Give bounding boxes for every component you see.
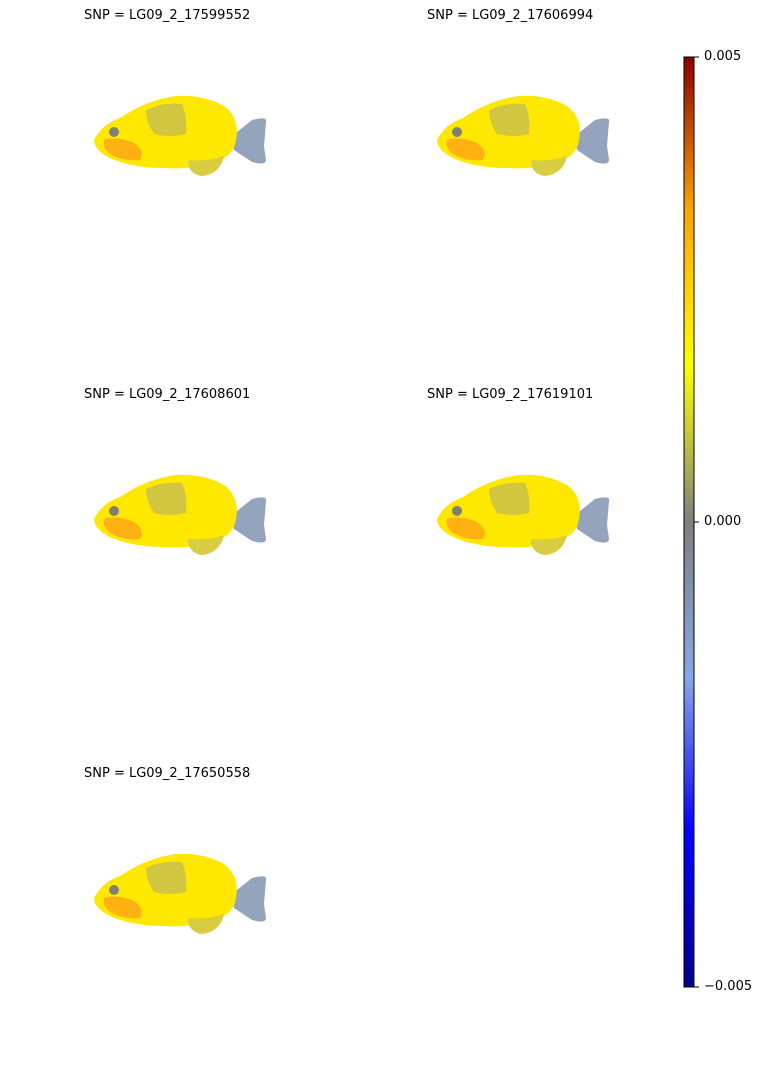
fish-eye: [109, 506, 119, 516]
colorbar: [683, 56, 699, 988]
fish-tail: [232, 497, 267, 543]
fish-dorsal-patch: [146, 103, 187, 136]
fish-panel: SNP = LG09_2_17606994: [427, 8, 727, 308]
colorbar-tick-label: −0.005: [704, 979, 753, 994]
fish-eye: [109, 127, 119, 137]
fish-cheek: [446, 138, 485, 161]
fish-eye: [109, 885, 119, 895]
panel-title: SNP = LG09_2_17650558: [84, 766, 251, 781]
fish-anal-fin: [531, 535, 567, 555]
fish-panel: SNP = LG09_2_17608601: [84, 387, 384, 687]
panel-title: SNP = LG09_2_17608601: [84, 387, 251, 402]
fish-panel: SNP = LG09_2_17599552: [84, 8, 384, 308]
panel-title: SNP = LG09_2_17599552: [84, 8, 251, 23]
fish-tail: [232, 118, 267, 164]
fish-tail: [575, 497, 610, 543]
fish-cheek: [446, 517, 485, 540]
fish-eye: [452, 506, 462, 516]
fish-panel: SNP = LG09_2_17619101: [427, 387, 727, 687]
fish-tail: [575, 118, 610, 164]
colorbar-gradient: [683, 56, 695, 988]
colorbar-tick-label: 0.005: [704, 49, 742, 64]
panel-title: SNP = LG09_2_17619101: [427, 387, 594, 402]
panel-title: SNP = LG09_2_17606994: [427, 8, 594, 23]
fish-dorsal-patch: [489, 482, 530, 515]
fish-eye: [452, 127, 462, 137]
fish-anal-fin: [188, 156, 224, 176]
fish-dorsal-patch: [146, 861, 187, 894]
fish-heatmap: [437, 474, 610, 555]
fish-panel: SNP = LG09_2_17650558: [84, 766, 384, 1066]
colorbar-tick-label: 0.000: [704, 514, 742, 529]
fish-dorsal-patch: [489, 103, 530, 136]
fish-tail: [232, 876, 267, 922]
fish-dorsal-patch: [146, 482, 187, 515]
fish-cheek: [103, 517, 142, 540]
fish-cheek: [103, 138, 142, 161]
fish-heatmap: [437, 95, 610, 176]
fish-heatmap: [94, 474, 267, 555]
fish-anal-fin: [531, 156, 567, 176]
fish-anal-fin: [188, 535, 224, 555]
fish-cheek: [103, 896, 142, 919]
fish-heatmap: [94, 95, 267, 176]
fish-anal-fin: [188, 914, 224, 934]
fish-heatmap: [94, 853, 267, 934]
